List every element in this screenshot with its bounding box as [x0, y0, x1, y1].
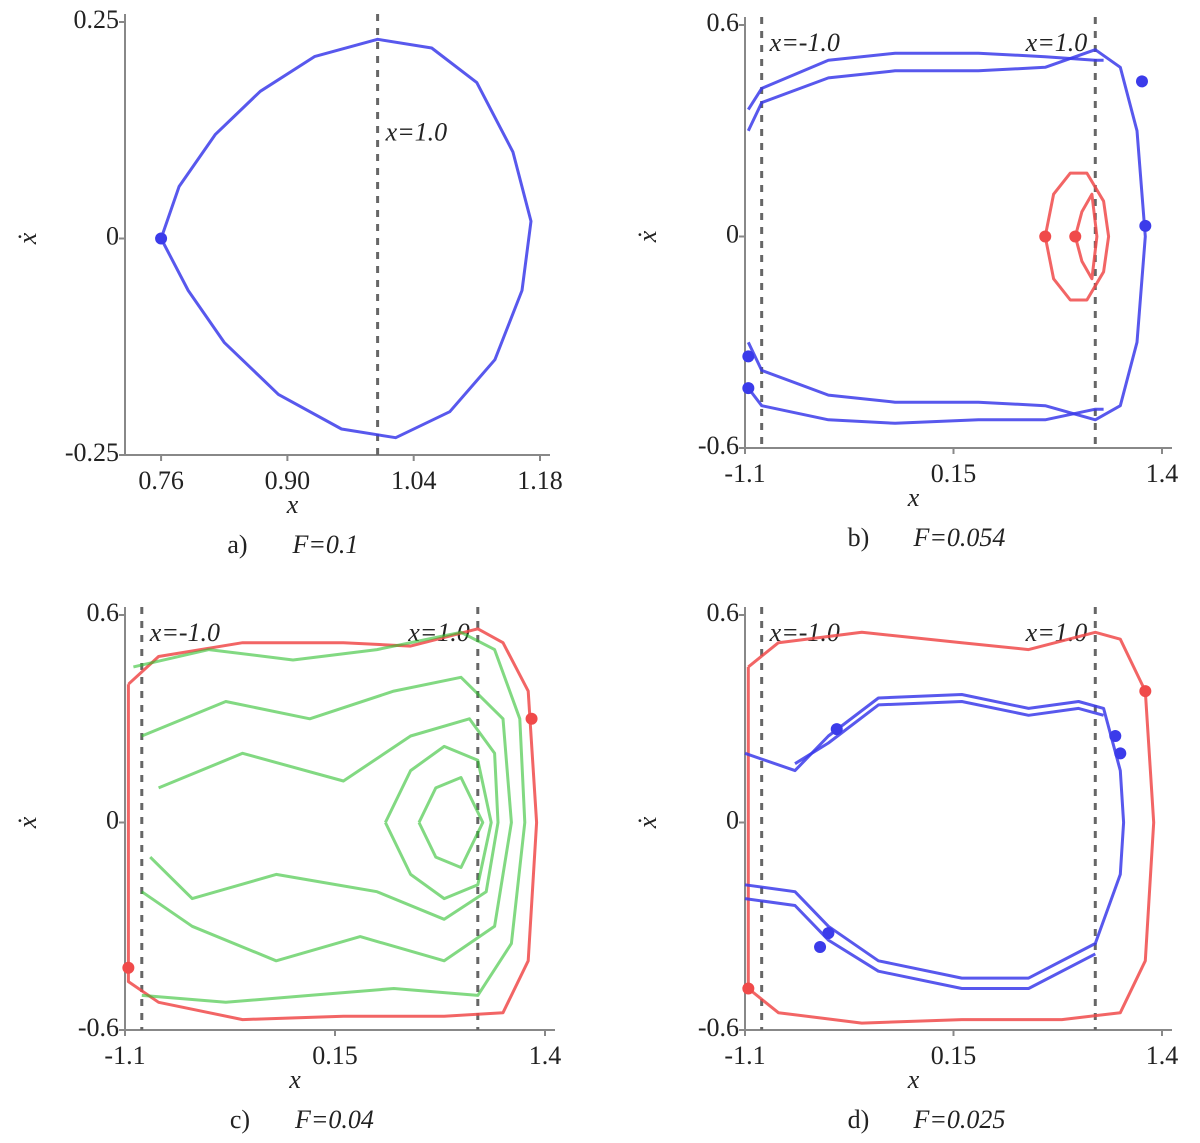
- point: [122, 961, 135, 974]
- caption: F=0.054: [913, 523, 1006, 552]
- y-axis-label: ẋ: [13, 232, 42, 245]
- trajectory: [794, 700, 1104, 765]
- x-tick-label: 0.76: [138, 466, 184, 495]
- point: [1139, 685, 1152, 698]
- point: [1039, 230, 1052, 243]
- trajectory: [159, 37, 533, 440]
- point: [155, 232, 168, 245]
- x-axis-label: x: [907, 483, 920, 512]
- y-tick-label: 0.6: [87, 598, 120, 627]
- x-tick-label: 0.90: [265, 466, 311, 495]
- reference-label: x=-1.0: [769, 28, 840, 57]
- trajectory: [417, 776, 485, 869]
- x-tick-label: 1.18: [517, 466, 563, 495]
- y-axis-label: ẋ: [13, 816, 42, 829]
- y-tick-label: -0.25: [65, 438, 119, 467]
- point: [742, 982, 755, 995]
- trajectory: [140, 675, 513, 963]
- trajectory: [746, 630, 1156, 1025]
- trajectory: [744, 897, 1096, 990]
- reference-label: x=1.0: [385, 118, 448, 147]
- x-tick-label: -1.1: [104, 1041, 145, 1070]
- point: [742, 350, 755, 363]
- y-tick-label: -0.6: [698, 431, 739, 460]
- trajectory: [746, 48, 1147, 422]
- trajectory: [1073, 192, 1099, 281]
- y-tick-label: 0: [726, 805, 739, 834]
- caption: F=0.04: [294, 1105, 374, 1134]
- caption: F=0.025: [913, 1105, 1006, 1134]
- trajectory: [133, 630, 527, 1004]
- point: [1139, 219, 1152, 232]
- reference-label: x=-1.0: [149, 618, 220, 647]
- y-tick-label: 0.25: [74, 5, 120, 34]
- y-tick-label: -0.6: [698, 1013, 739, 1042]
- x-tick-label: -1.1: [724, 459, 765, 488]
- trajectory: [149, 717, 500, 921]
- caption-letter: c): [230, 1105, 250, 1134]
- x-tick-label: 0.15: [312, 1041, 358, 1070]
- caption-letter: b): [848, 523, 870, 552]
- y-tick-label: 0.6: [707, 8, 740, 37]
- y-tick-label: 0: [726, 219, 739, 248]
- point: [1114, 747, 1127, 760]
- trajectory: [126, 627, 539, 1022]
- x-tick-label: 1.04: [391, 466, 437, 495]
- y-tick-label: 0.6: [707, 598, 740, 627]
- y-tick-label: 0: [106, 805, 119, 834]
- caption-letter: a): [227, 530, 247, 559]
- x-axis-label: x: [907, 1065, 920, 1094]
- trajectory: [747, 387, 1104, 425]
- x-axis-label: x: [288, 1065, 301, 1094]
- x-tick-label: -1.1: [724, 1041, 765, 1070]
- point: [525, 712, 538, 725]
- point: [742, 382, 755, 395]
- trajectory: [384, 744, 493, 901]
- point: [822, 927, 835, 940]
- trajectory: [744, 693, 1126, 980]
- x-tick-label: 1.4: [1146, 1041, 1179, 1070]
- reference-label: x=1.0: [1025, 28, 1088, 57]
- point: [1135, 75, 1148, 88]
- y-axis-label: ẋ: [633, 816, 662, 829]
- y-tick-label: 0: [106, 221, 119, 250]
- x-axis-label: x: [286, 490, 299, 519]
- point: [1069, 230, 1082, 243]
- point: [1109, 730, 1122, 743]
- point: [814, 941, 827, 953]
- x-tick-label: 1.4: [1146, 459, 1179, 488]
- y-tick-label: -0.6: [78, 1013, 119, 1042]
- trajectory: [747, 51, 1104, 111]
- x-tick-label: 1.4: [529, 1041, 562, 1070]
- y-axis-label: ẋ: [633, 230, 662, 243]
- trajectory: [1043, 171, 1111, 302]
- point: [830, 723, 843, 736]
- x-tick-label: 0.15: [931, 1041, 977, 1070]
- caption: F=0.1: [292, 530, 359, 559]
- caption-letter: d): [848, 1105, 870, 1134]
- x-tick-label: 0.15: [931, 459, 977, 488]
